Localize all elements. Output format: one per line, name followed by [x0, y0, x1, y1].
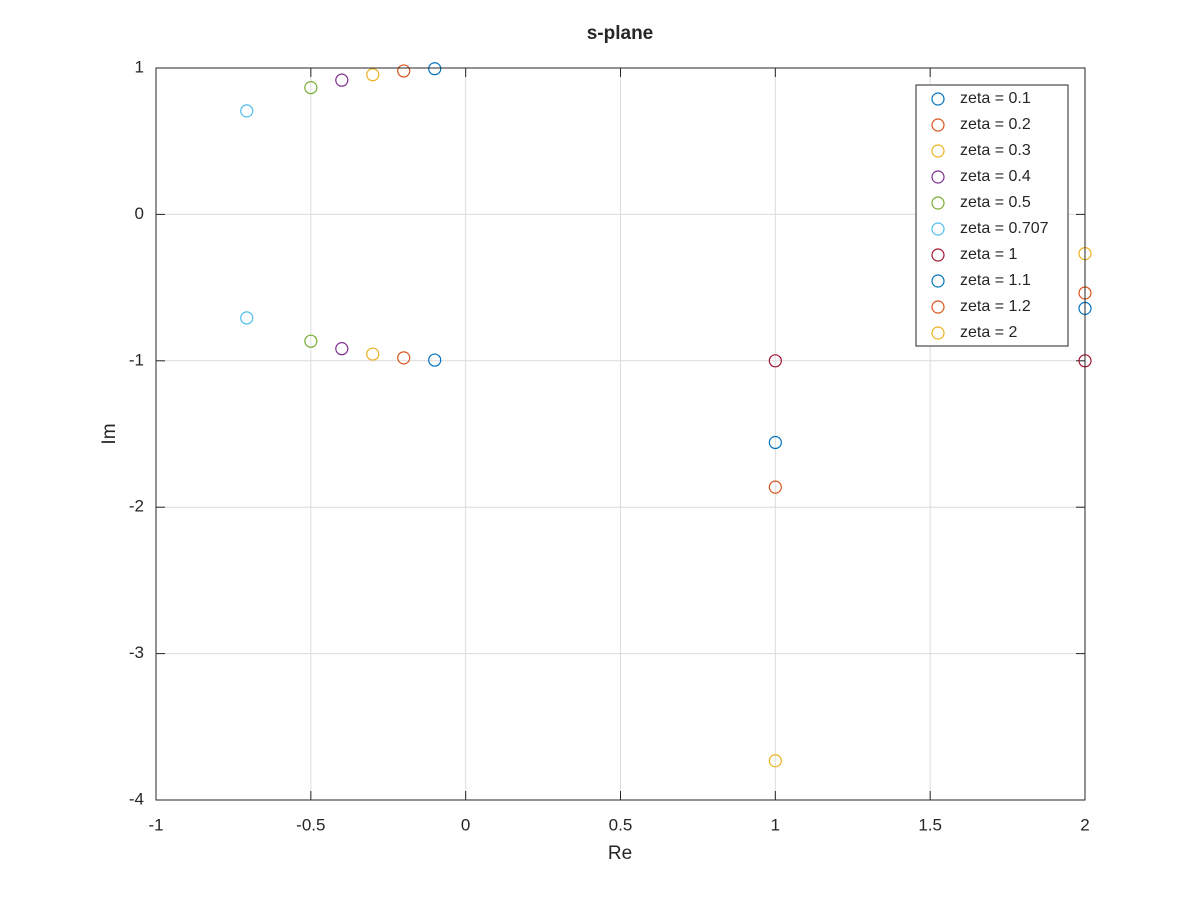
legend-label: zeta = 0.1 [960, 90, 1031, 107]
legend-label: zeta = 1.1 [960, 272, 1031, 289]
point [366, 68, 380, 82]
legend-label: zeta = 1 [960, 246, 1017, 263]
legend-label: zeta = 1.2 [960, 298, 1031, 315]
y-tick-label: -4 [129, 789, 144, 808]
point [768, 754, 782, 768]
x-tick-label: -1 [148, 815, 163, 834]
legend: zeta = 0.1 zeta = 0.2 zeta = 0.3 zeta = 0.4… [915, 84, 1069, 347]
legend-marker [931, 92, 945, 106]
legend-label: zeta = 0.5 [960, 194, 1031, 211]
point [335, 342, 349, 356]
point [397, 64, 411, 78]
x-tick-label: 1 [771, 815, 780, 834]
point [768, 354, 782, 368]
point [366, 347, 380, 361]
x-axis-label: Re [608, 843, 632, 864]
point [428, 353, 442, 367]
legend-label: zeta = 0.3 [960, 142, 1031, 159]
legend-marker [931, 300, 945, 314]
y-axis-label: Im [99, 423, 120, 444]
legend-label: zeta = 2 [960, 324, 1017, 341]
legend-marker [931, 326, 945, 340]
point [428, 62, 442, 76]
x-tick-label: -0.5 [296, 815, 325, 834]
y-tick-label: -3 [129, 643, 144, 662]
chart-title: s-plane [587, 23, 654, 44]
plot-frame [155, 67, 1086, 801]
legend-label: zeta = 0.4 [960, 168, 1031, 185]
point [304, 334, 318, 348]
y-tick-label: 1 [135, 57, 144, 76]
point [240, 311, 254, 325]
y-tick-label: -2 [129, 497, 144, 516]
legend-marker [931, 118, 945, 132]
point [240, 104, 254, 118]
point [335, 73, 349, 87]
x-tick-label: 1.5 [918, 815, 942, 834]
x-tick-label: 2 [1080, 815, 1089, 834]
point [397, 351, 411, 365]
legend-label: zeta = 0.2 [960, 116, 1031, 133]
legend-label: zeta = 0.707 [960, 220, 1049, 237]
point [304, 81, 318, 95]
x-tick-label: 0 [461, 815, 470, 834]
point [768, 480, 782, 494]
legend-marker [931, 274, 945, 288]
legend-marker [931, 170, 945, 184]
legend-marker [931, 144, 945, 158]
y-tick-label: 0 [135, 204, 144, 223]
point [768, 435, 782, 450]
y-tick-label: -1 [129, 350, 144, 369]
legend-marker [931, 196, 945, 210]
legend-marker [931, 248, 945, 262]
legend-marker [931, 222, 945, 236]
x-tick-label: 0.5 [609, 815, 633, 834]
